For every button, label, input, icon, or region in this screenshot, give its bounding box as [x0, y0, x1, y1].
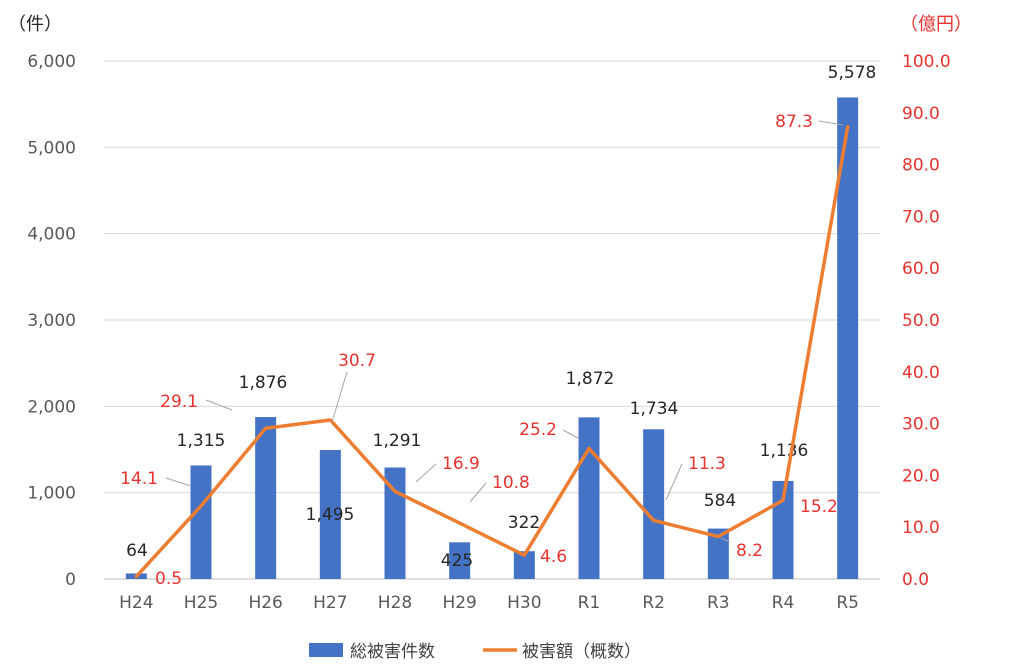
legend-bar-label: 総被害件数 [350, 642, 435, 662]
y-left-tick-label: 5,000 [27, 138, 76, 158]
x-tick-label: H30 [507, 593, 541, 613]
x-tick-label: H25 [184, 593, 218, 613]
line-data-label: 10.8 [492, 473, 530, 493]
line-data-label: 29.1 [160, 392, 198, 412]
bar-data-label: 1,734 [630, 399, 679, 419]
gridlines [104, 61, 880, 579]
leader-line [666, 464, 682, 500]
line-data-label: 30.7 [338, 351, 376, 371]
line-data-label: 0.5 [155, 569, 182, 589]
bar [579, 417, 600, 579]
bar-data-label: 584 [704, 491, 736, 511]
x-tick-label: R4 [772, 593, 795, 613]
x-tick-label: H28 [378, 593, 412, 613]
y-right-tick-label: 0.0 [902, 570, 929, 590]
y-right-tick-label: 90.0 [902, 104, 940, 124]
y-right-tick-label: 40.0 [902, 363, 940, 383]
y-left-tick-label: 6,000 [27, 52, 76, 72]
y-right-tick-label: 60.0 [902, 259, 940, 279]
leader-line [206, 400, 232, 410]
bar-data-label: 1,872 [566, 369, 615, 389]
leader-line [166, 478, 191, 486]
line-data-label: 16.9 [442, 454, 480, 474]
bar-data-label: 1,136 [760, 441, 809, 461]
x-tick-label: R5 [836, 593, 859, 613]
bar-data-label: 425 [441, 551, 473, 571]
x-tick-label: H26 [248, 593, 282, 613]
y-left-tick-label: 1,000 [27, 484, 76, 504]
line-data-label: 11.3 [688, 454, 726, 474]
leader-line [332, 372, 347, 422]
y-left-tick-label: 0 [65, 570, 76, 590]
leader-line [563, 430, 578, 438]
bar [191, 465, 212, 579]
x-tick-label: H27 [313, 593, 347, 613]
bar [255, 417, 276, 579]
legend: 総被害件数 被害額（概数） [309, 642, 641, 662]
y-right-tick-label: 20.0 [902, 466, 940, 486]
line-data-label: 15.2 [800, 497, 838, 517]
legend-bar-swatch [309, 643, 343, 657]
y-right-tick-label: 100.0 [902, 52, 951, 72]
x-tick-label: R3 [707, 593, 730, 613]
line-data-label: 87.3 [775, 112, 813, 132]
legend-line-label: 被害額（概数） [522, 642, 641, 662]
bar-data-label: 1,315 [177, 431, 226, 451]
x-tick-label: R1 [578, 593, 601, 613]
line-data-label: 25.2 [519, 420, 557, 440]
y-left-unit-label: （件） [8, 14, 62, 35]
y-right-tick-label: 50.0 [902, 311, 940, 331]
y-right-tick-label: 30.0 [902, 415, 940, 435]
bar [643, 429, 664, 579]
x-tick-label: H29 [442, 593, 476, 613]
y-right-tick-label: 70.0 [902, 207, 940, 227]
bar-data-label: 322 [508, 513, 540, 533]
bar-data-label: 1,876 [239, 373, 288, 393]
line-series [136, 127, 847, 577]
line-data-label: 14.1 [120, 469, 158, 489]
y-right-tick-label: 10.0 [902, 518, 940, 538]
y-left-tick-label: 2,000 [27, 397, 76, 417]
bar-data-label: 1,495 [306, 505, 355, 525]
y-right-tick-label: 80.0 [902, 156, 940, 176]
x-tick-label: H24 [119, 593, 153, 613]
bar-data-label: 5,578 [828, 63, 877, 83]
x-tick-label: R2 [642, 593, 665, 613]
line-data-label: 8.2 [736, 541, 763, 561]
bar-data-label: 1,291 [373, 431, 422, 451]
y-left-tick-label: 4,000 [27, 225, 76, 245]
leader-line [416, 464, 436, 482]
chart: 0 1,000 2,000 3,000 4,000 5,000 6,000 0.0 10.0 20… [0, 0, 1017, 670]
y-left-tick-label: 3,000 [27, 311, 76, 331]
bar-data-label: 64 [126, 541, 148, 561]
y-right-unit-label: （億円） [900, 14, 972, 35]
line-data-label: 4.6 [540, 547, 567, 567]
